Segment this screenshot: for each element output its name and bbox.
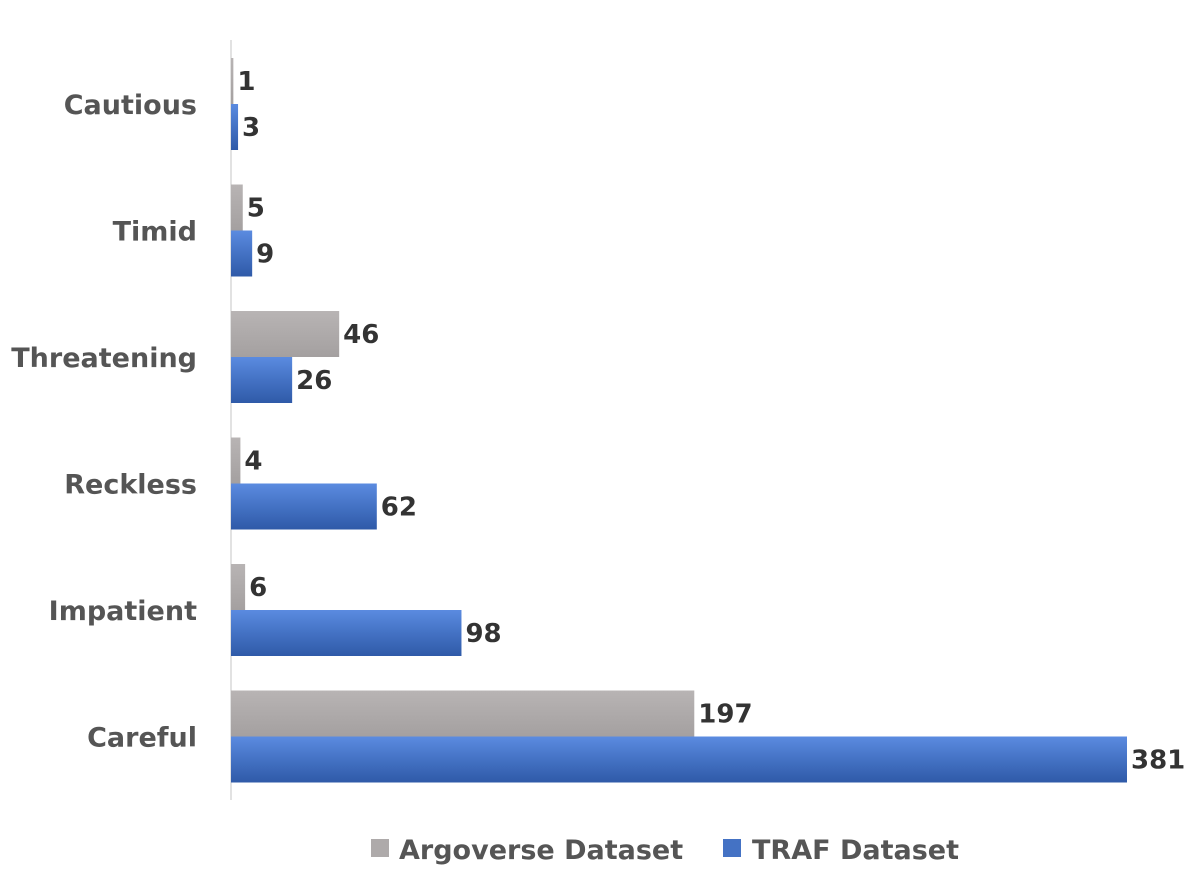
bar-traf-dataset-reckless [231, 483, 377, 530]
category-label-careful: Careful [87, 723, 197, 754]
value-label-traf-dataset-impatient: 98 [465, 619, 501, 649]
value-label-traf-dataset-reckless: 62 [381, 493, 417, 523]
bars [231, 58, 1127, 783]
bar-argoverse-dataset-careful [231, 690, 695, 737]
category-label-reckless: Reckless [64, 470, 197, 501]
value-label-traf-dataset-timid: 9 [256, 240, 274, 270]
value-label-argoverse-dataset-timid: 5 [247, 194, 265, 224]
bar-argoverse-dataset-reckless [231, 437, 241, 484]
category-labels: Cautious Timid Threatening Reckless Impatien… [11, 90, 197, 754]
value-label-argoverse-dataset-cautious: 1 [237, 67, 255, 97]
bar-argoverse-dataset-timid [231, 184, 243, 231]
bar-traf-dataset-timid [231, 230, 253, 277]
bar-argoverse-dataset-threatening [231, 311, 340, 357]
legend-label-argoverse-dataset: Argoverse Dataset [399, 835, 683, 866]
bar-traf-dataset-careful [231, 736, 1127, 783]
legend: Argoverse Dataset TRAF Dataset [371, 835, 959, 866]
value-label-argoverse-dataset-impatient: 6 [249, 573, 267, 603]
bar-traf-dataset-impatient [231, 610, 462, 656]
category-label-timid: Timid [113, 217, 197, 248]
value-label-argoverse-dataset-reckless: 4 [244, 447, 262, 477]
category-label-threatening: Threatening [11, 343, 197, 374]
legend-label-traf-dataset: TRAF Dataset [752, 835, 959, 866]
bar-argoverse-dataset-cautious [231, 58, 234, 104]
value-label-traf-dataset-cautious: 3 [242, 113, 260, 143]
value-label-argoverse-dataset-threatening: 46 [343, 320, 379, 350]
bar-traf-dataset-cautious [231, 104, 239, 150]
value-label-traf-dataset-careful: 381 [1131, 746, 1185, 776]
category-label-cautious: Cautious [64, 90, 197, 121]
bar-argoverse-dataset-impatient [231, 564, 246, 610]
legend-swatch-argoverse-dataset [371, 839, 389, 857]
bar-traf-dataset-threatening [231, 357, 293, 403]
value-label-traf-dataset-threatening: 26 [296, 366, 332, 396]
category-label-impatient: Impatient [49, 596, 197, 627]
legend-swatch-traf-dataset [723, 839, 741, 857]
value-label-argoverse-dataset-careful: 197 [698, 700, 752, 730]
